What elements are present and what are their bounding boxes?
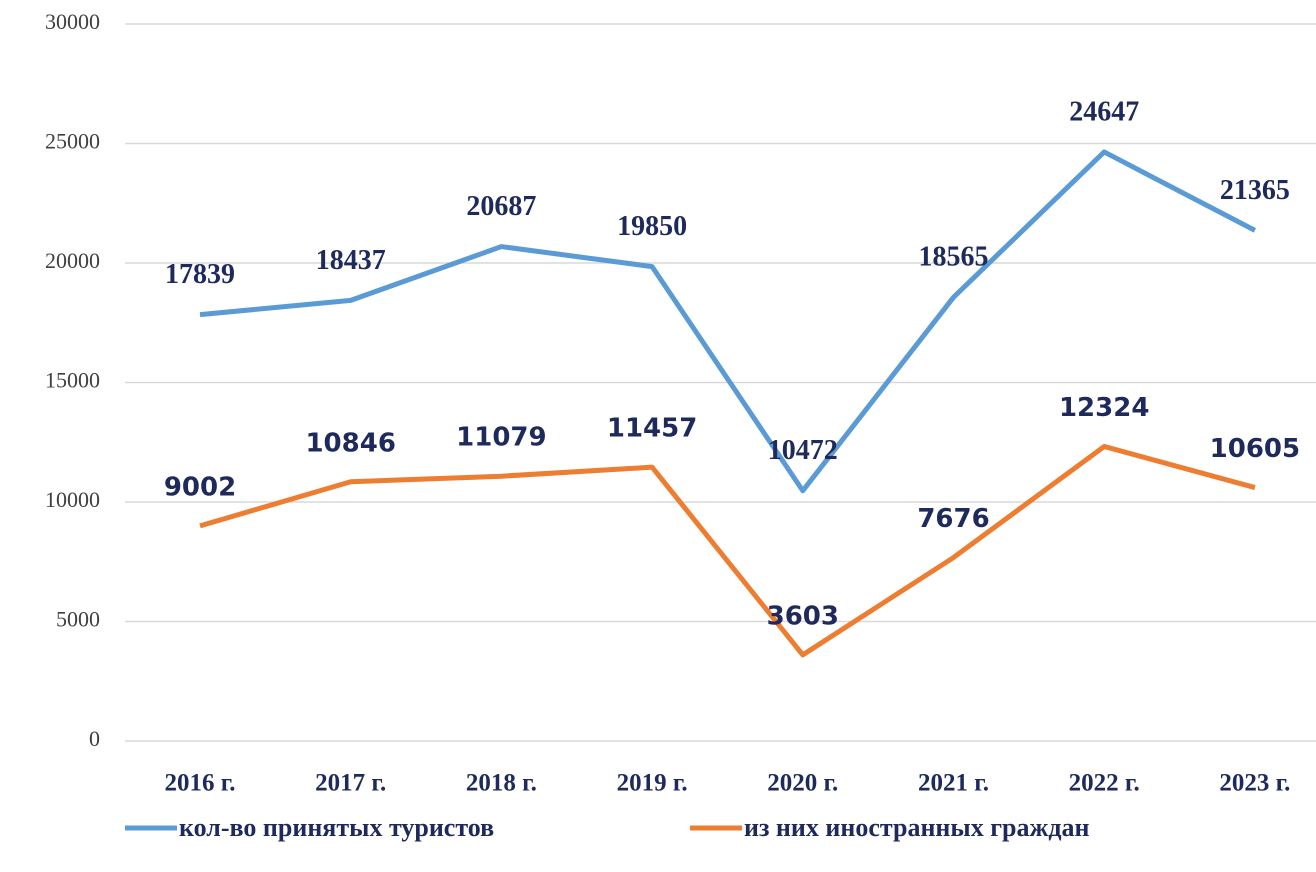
data-label: 12324 xyxy=(1059,393,1149,423)
x-tick-label: 2019 г. xyxy=(617,770,688,797)
y-tick-label: 15000 xyxy=(45,368,100,393)
y-tick-label: 30000 xyxy=(45,9,100,34)
data-label: 3603 xyxy=(767,601,839,631)
data-label: 10846 xyxy=(305,428,395,458)
x-tick-label: 2016 г. xyxy=(164,770,235,797)
data-label: 19850 xyxy=(617,211,687,242)
x-tick-label: 2020 г. xyxy=(767,770,838,797)
x-tick-label: 2021 г. xyxy=(918,770,989,797)
x-tick-label: 2023 г. xyxy=(1219,770,1290,797)
legend-label: из них иностранных граждан xyxy=(744,813,1089,842)
data-label: 24647 xyxy=(1069,96,1139,127)
data-label: 7676 xyxy=(917,504,989,534)
x-tick-label: 2018 г. xyxy=(466,770,537,797)
data-label: 11457 xyxy=(607,414,697,444)
chart: 0 5000 10000 15000 20000 25000 30000 2016 г. 201… xyxy=(0,0,1316,872)
data-label: 21365 xyxy=(1220,175,1290,206)
data-label: 18565 xyxy=(919,242,989,273)
x-tick-label: 2022 г. xyxy=(1069,770,1140,797)
data-label: 11079 xyxy=(456,423,546,453)
legend-label: кол-во принятых туристов xyxy=(179,813,494,842)
y-tick-label: 0 xyxy=(89,726,100,751)
y-tick-label: 20000 xyxy=(45,248,100,273)
data-label: 17839 xyxy=(165,259,235,290)
series-line xyxy=(200,446,1255,654)
y-tick-label: 25000 xyxy=(45,129,100,154)
y-tick-label: 10000 xyxy=(45,487,100,512)
data-label: 10472 xyxy=(768,435,838,466)
y-tick-label: 5000 xyxy=(56,607,100,632)
data-label: 20687 xyxy=(466,191,536,222)
x-tick-label: 2017 г. xyxy=(315,770,386,797)
data-label: 10605 xyxy=(1210,434,1300,464)
data-label: 18437 xyxy=(316,245,386,276)
data-label: 9002 xyxy=(164,472,236,502)
